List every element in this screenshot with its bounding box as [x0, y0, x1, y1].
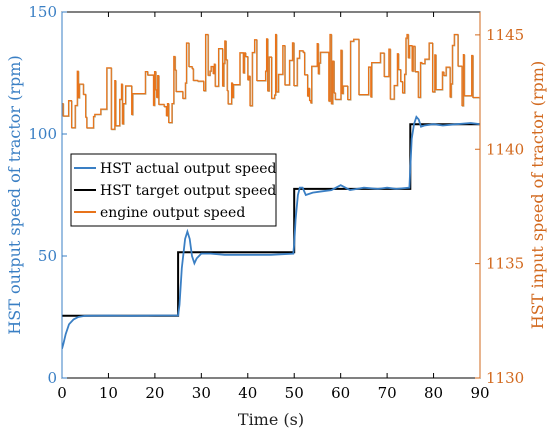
legend-label-actual: HST actual output speed [100, 161, 277, 177]
y-left-tick-label: 0 [47, 369, 57, 387]
y-left-tick-label: 150 [28, 3, 57, 21]
y-right-tick-label: 1145 [486, 26, 524, 44]
ticks-layer: 0 10 20 30 40 50 60 70 80 90 0 50 100 150 1130 1135 1140… [28, 3, 524, 402]
y-right-axis-label: HST input speed of tractor (rpm) [528, 61, 547, 329]
x-tick-label: 70 [378, 384, 397, 402]
target-speed-line [62, 123, 480, 317]
x-tick-label: 90 [470, 384, 489, 402]
x-tick-label: 0 [57, 384, 67, 402]
y-right-tick-label: 1135 [486, 255, 524, 273]
series-layer [62, 33, 480, 349]
y-right-tick-label: 1140 [486, 140, 524, 158]
legend-box [70, 153, 277, 227]
legend-label-target: HST target output speed [100, 183, 276, 199]
y-left-tick-label: 100 [28, 125, 57, 143]
y-right-tick-label: 1130 [486, 369, 524, 387]
y-left-axis-label: HST output speed of tractor (rpm) [5, 55, 24, 334]
legend-label-engine: engine output speed [100, 205, 245, 221]
x-axis-label: Time (s) [238, 410, 304, 429]
engine-speed-line [62, 33, 480, 130]
x-tick-label: 10 [99, 384, 118, 402]
legend: HST actual output speed HST target outpu… [70, 153, 277, 227]
x-tick-label: 60 [331, 384, 350, 402]
x-tick-label: 40 [238, 384, 257, 402]
y-left-tick-label: 50 [38, 247, 57, 265]
x-tick-label: 50 [285, 384, 304, 402]
x-tick-label: 20 [145, 384, 164, 402]
x-tick-label: 30 [192, 384, 211, 402]
actual-speed-line [62, 115, 480, 349]
x-tick-label: 80 [424, 384, 443, 402]
